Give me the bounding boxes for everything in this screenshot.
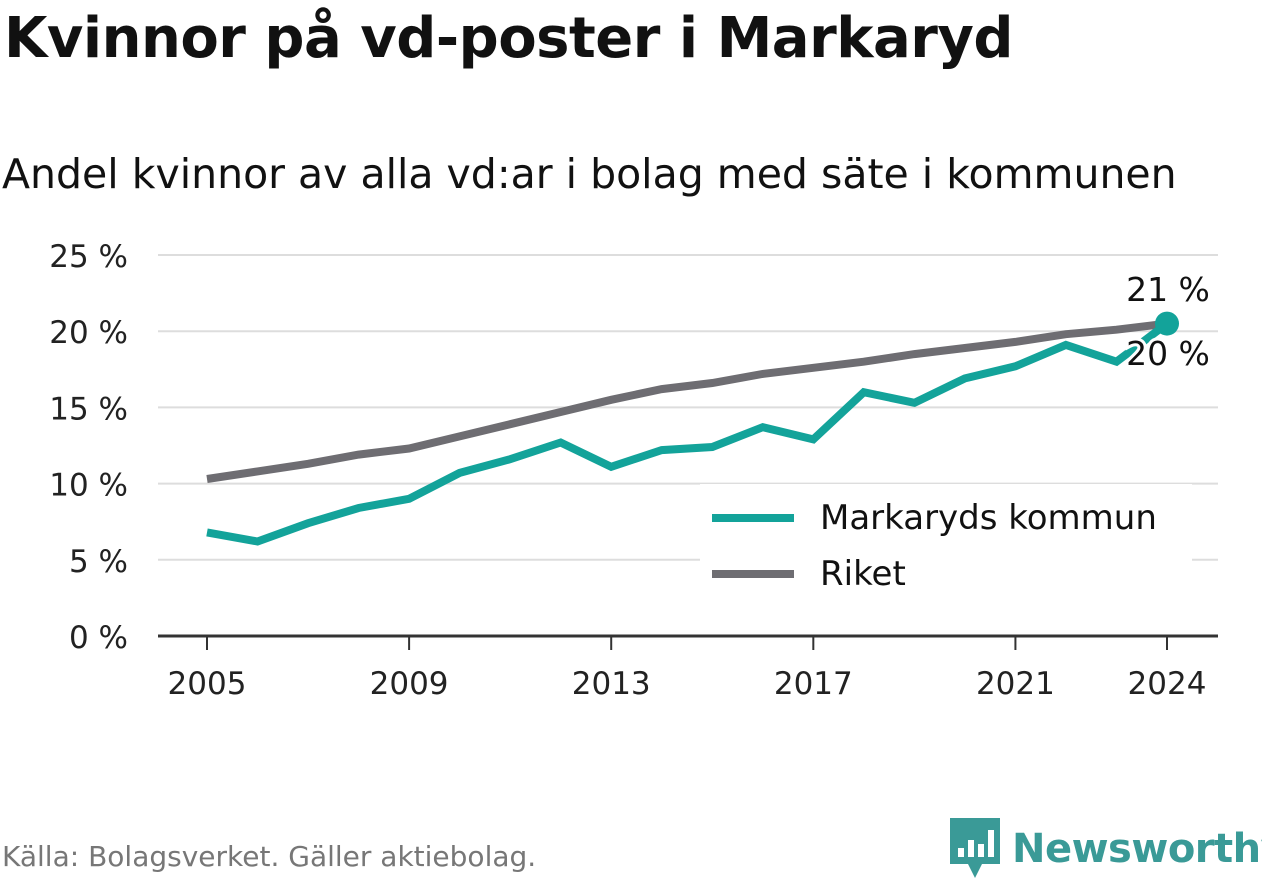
bar-chart-logo-icon xyxy=(950,818,1000,878)
line-riket xyxy=(206,319,1168,483)
x-tick-label: 2009 xyxy=(370,666,449,702)
end-label-markaryd: 21 % xyxy=(1126,270,1210,309)
y-tick-label: 15 % xyxy=(49,391,128,427)
y-tick-label: 5 % xyxy=(69,544,128,580)
endpoint-marker-markaryd xyxy=(1155,311,1179,336)
chart-subtitle: Andel kvinnor av alla vd:ar i bolag med … xyxy=(2,150,1177,198)
legend-label-markaryd: Markaryds kommun xyxy=(820,498,1157,538)
legend-item-riket: Riket xyxy=(712,554,906,594)
x-tick-label: 2024 xyxy=(1128,666,1207,702)
x-tick-label: 2005 xyxy=(168,666,247,702)
chart-title: Kvinnor på vd-poster i Markaryd xyxy=(4,6,1013,71)
legend-swatch-markaryd xyxy=(712,514,794,522)
legend-item-markaryd: Markaryds kommun xyxy=(712,498,1157,538)
chart-legend: Markaryds kommun Riket xyxy=(700,484,1192,600)
brand-name: Newsworthy xyxy=(1012,826,1262,872)
legend-label-riket: Riket xyxy=(820,554,906,594)
x-tick-label: 2017 xyxy=(774,666,853,702)
y-tick-label: 25 % xyxy=(49,239,128,275)
y-tick-label: 0 % xyxy=(69,620,128,656)
end-label-riket: 20 % xyxy=(1126,334,1210,373)
source-note: Källa: Bolagsverket. Gäller aktiebolag. xyxy=(2,840,537,873)
x-tick-label: 2021 xyxy=(976,666,1055,702)
y-tick-label: 20 % xyxy=(49,315,128,351)
line-markaryd xyxy=(206,320,1170,546)
x-tick-label: 2013 xyxy=(572,666,651,702)
y-tick-label: 10 % xyxy=(49,468,128,504)
legend-swatch-riket xyxy=(712,570,794,578)
newsworthy-logo[interactable]: Newsworthy xyxy=(950,818,1262,880)
